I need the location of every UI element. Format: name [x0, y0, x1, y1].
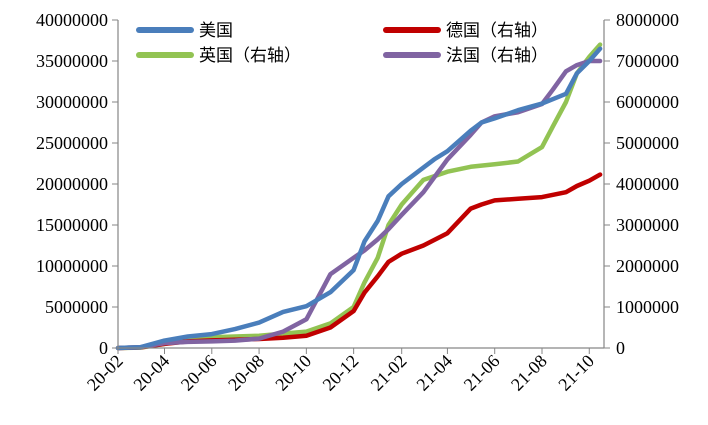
- x-tick-label: 20-02: [83, 351, 127, 395]
- x-tick-label: 21-06: [460, 351, 504, 395]
- axes: [112, 19, 610, 354]
- right-y-tick-label: 1000000: [616, 297, 679, 317]
- legend-label-2: 英国（右轴）: [199, 46, 301, 66]
- left-y-tick-label: 0: [99, 338, 108, 358]
- left-y-tick-label: 30000000: [36, 92, 108, 112]
- series-line-2: [115, 42, 603, 351]
- left-y-tick-label: 5000000: [45, 297, 108, 317]
- right-y-tick-label: 0: [616, 338, 625, 358]
- right-y-tick-label: 2000000: [616, 256, 679, 276]
- right-y-tick-label: 5000000: [616, 133, 679, 153]
- legend: 美国 德国（右轴） 英国（右轴） 法国（右轴）: [136, 21, 548, 66]
- series-line-0: [115, 46, 603, 351]
- x-tick-label: 20-06: [177, 351, 221, 395]
- legend-label-1: 德国（右轴）: [446, 21, 548, 41]
- x-tick-label: 21-10: [554, 351, 598, 395]
- x-tick-label: 21-04: [412, 351, 456, 395]
- x-tick-label: 20-08: [224, 351, 268, 395]
- x-tick-label: 20-04: [129, 351, 173, 395]
- right-y-tick-label: 4000000: [616, 174, 679, 194]
- plot-lines: [115, 42, 603, 351]
- legend-label-0: 美国: [199, 21, 233, 41]
- right-y-tick-label: 6000000: [616, 92, 679, 112]
- right-y-tick-label: 8000000: [616, 10, 679, 30]
- x-tick-label: 21-02: [367, 351, 411, 395]
- series-line-3: [115, 58, 603, 351]
- left-y-tick-label: 40000000: [36, 10, 108, 30]
- left-y-tick-label: 10000000: [36, 256, 108, 276]
- left-y-tick-label: 25000000: [36, 133, 108, 153]
- x-tick-label: 20-10: [271, 351, 315, 395]
- left-y-tick-label: 35000000: [36, 51, 108, 71]
- left-y-tick-label: 20000000: [36, 174, 108, 194]
- right-y-tick-label: 3000000: [616, 215, 679, 235]
- right-y-tick-label: 7000000: [616, 51, 679, 71]
- left-y-tick-label: 15000000: [36, 215, 108, 235]
- x-tick-label: 21-08: [507, 351, 551, 395]
- tick-labels: 0500000010000000150000002000000025000000…: [36, 10, 679, 395]
- legend-label-3: 法国（右轴）: [446, 46, 548, 66]
- x-tick-label: 20-12: [319, 351, 363, 395]
